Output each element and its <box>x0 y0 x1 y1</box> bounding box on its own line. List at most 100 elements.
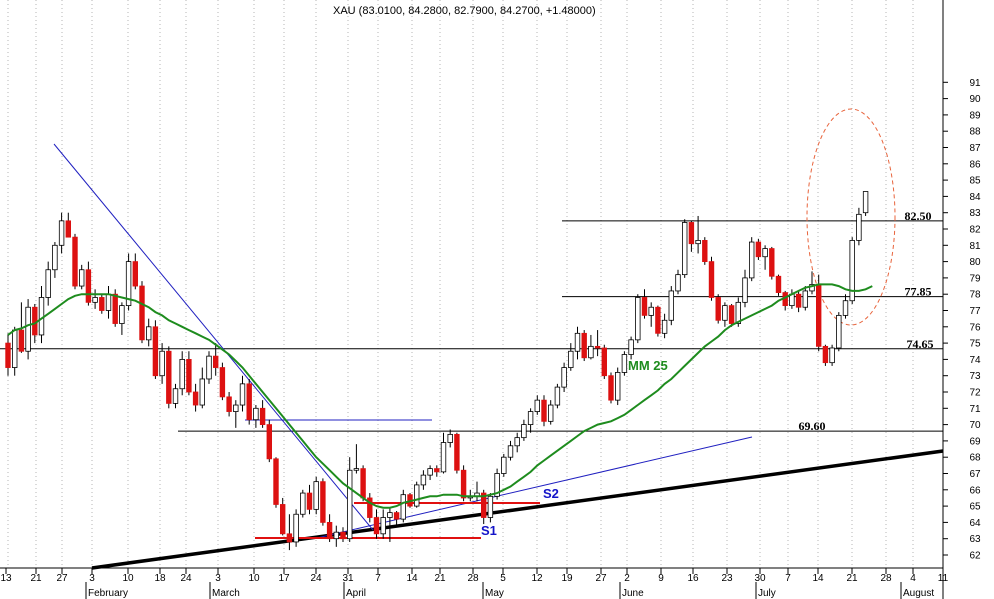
candle-body-75 <box>507 445 514 458</box>
candle-96 <box>648 302 654 327</box>
candle-10 <box>72 233 78 290</box>
x-tick-11: 31 <box>342 573 354 584</box>
month-june: June <box>622 588 644 599</box>
candle-body-110 <box>742 277 748 303</box>
candle-28 <box>192 383 199 412</box>
candle-100 <box>675 269 681 295</box>
y-tick-70: 70 <box>969 420 981 431</box>
candle-body-92 <box>621 354 628 373</box>
candle-body-16 <box>112 293 118 324</box>
candle-body-126 <box>849 240 855 302</box>
candle-body-68 <box>460 469 467 499</box>
candle-15 <box>105 286 112 319</box>
x-axis-months: February March April May June July August <box>85 582 934 599</box>
month-march: March <box>212 588 240 599</box>
y-tick-81: 81 <box>969 241 981 252</box>
candle-93 <box>628 336 634 360</box>
candle-105 <box>708 256 715 301</box>
s2-label: S2 <box>543 486 559 501</box>
candle-35 <box>239 375 246 412</box>
candlesticks <box>5 191 869 551</box>
candle-body-114 <box>769 248 775 277</box>
candle-88 <box>594 330 601 357</box>
y-tick-83: 83 <box>969 208 981 219</box>
candle-42 <box>286 514 293 551</box>
candle-63 <box>427 465 433 481</box>
candle-body-124 <box>836 314 842 349</box>
x-tick-28: 28 <box>880 573 892 584</box>
y-tick-68: 68 <box>969 453 981 464</box>
y-tick-64: 64 <box>969 518 981 529</box>
candle-122 <box>822 344 829 366</box>
y-tick-80: 80 <box>969 257 981 268</box>
candle-body-42 <box>286 533 293 543</box>
candle-body-55 <box>373 517 380 535</box>
candle-body-43 <box>293 513 299 543</box>
candle-body-21 <box>145 326 152 341</box>
downtrend-line <box>53 143 374 531</box>
x-tick-6: 24 <box>180 573 192 584</box>
candle-body-77 <box>521 424 527 439</box>
candle-38 <box>259 400 266 428</box>
y-tick-74: 74 <box>969 355 981 366</box>
y-axis-ticks: 62 63 64 65 66 67 68 69 70 71 72 73 74 75 76 77 78 79 80 81… <box>943 78 981 562</box>
candle-92 <box>621 351 628 376</box>
x-tick-8: 10 <box>248 573 260 584</box>
y-tick-78: 78 <box>969 290 981 301</box>
candle-body-120 <box>809 284 815 292</box>
candle-94 <box>635 294 641 344</box>
candle-body-8 <box>58 220 65 246</box>
candle-43 <box>293 509 299 547</box>
candle-31 <box>212 343 219 376</box>
candle-body-115 <box>775 275 782 293</box>
candle-body-99 <box>668 290 674 321</box>
candle-body-49 <box>333 531 339 540</box>
candle-body-65 <box>440 442 447 473</box>
y-tick-65: 65 <box>969 502 981 513</box>
candle-77 <box>521 419 527 441</box>
y-tick-82: 82 <box>969 225 981 236</box>
y-tick-73: 73 <box>969 371 981 382</box>
candle-body-31 <box>212 355 219 368</box>
candle-18 <box>125 253 132 311</box>
candle-107 <box>722 302 728 327</box>
candle-body-0 <box>5 342 11 368</box>
candle-body-106 <box>715 297 721 321</box>
y-tick-89: 89 <box>969 110 981 121</box>
x-tick-9: 17 <box>278 573 290 584</box>
candle-body-88 <box>594 345 601 349</box>
candle-body-76 <box>514 437 520 447</box>
candle-body-20 <box>139 285 145 341</box>
candle-21 <box>145 318 152 347</box>
candle-115 <box>775 274 782 296</box>
candle-112 <box>755 238 762 260</box>
candle-body-56 <box>380 517 386 535</box>
candle-body-64 <box>434 468 440 473</box>
candle-61 <box>413 481 420 508</box>
candle-body-107 <box>722 305 728 321</box>
x-tick-23: 23 <box>721 573 733 584</box>
candle-body-5 <box>38 297 45 336</box>
y-tick-66: 66 <box>969 485 981 496</box>
candle-body-7 <box>52 244 58 271</box>
candle-body-82 <box>554 386 561 406</box>
candle-body-37 <box>253 407 259 421</box>
candle-9 <box>65 212 71 238</box>
level-label-74.65: 74.65 <box>907 337 934 351</box>
y-tick-87: 87 <box>969 143 981 154</box>
x-tick-3: 3 <box>89 573 95 584</box>
y-tick-86: 86 <box>969 159 981 170</box>
candle-99 <box>668 286 674 326</box>
y-tick-91: 91 <box>969 78 981 89</box>
x-tick-30: 11 <box>938 573 949 584</box>
x-tick-18: 19 <box>561 573 573 584</box>
candle-86 <box>581 330 587 362</box>
candle-body-78 <box>527 411 534 425</box>
candle-body-19 <box>132 261 138 287</box>
y-tick-77: 77 <box>969 306 981 317</box>
candle-119 <box>802 286 808 311</box>
month-february: February <box>88 588 128 599</box>
x-tick-25: 7 <box>785 573 791 584</box>
candle-body-94 <box>635 297 641 341</box>
candle-body-36 <box>246 383 252 421</box>
